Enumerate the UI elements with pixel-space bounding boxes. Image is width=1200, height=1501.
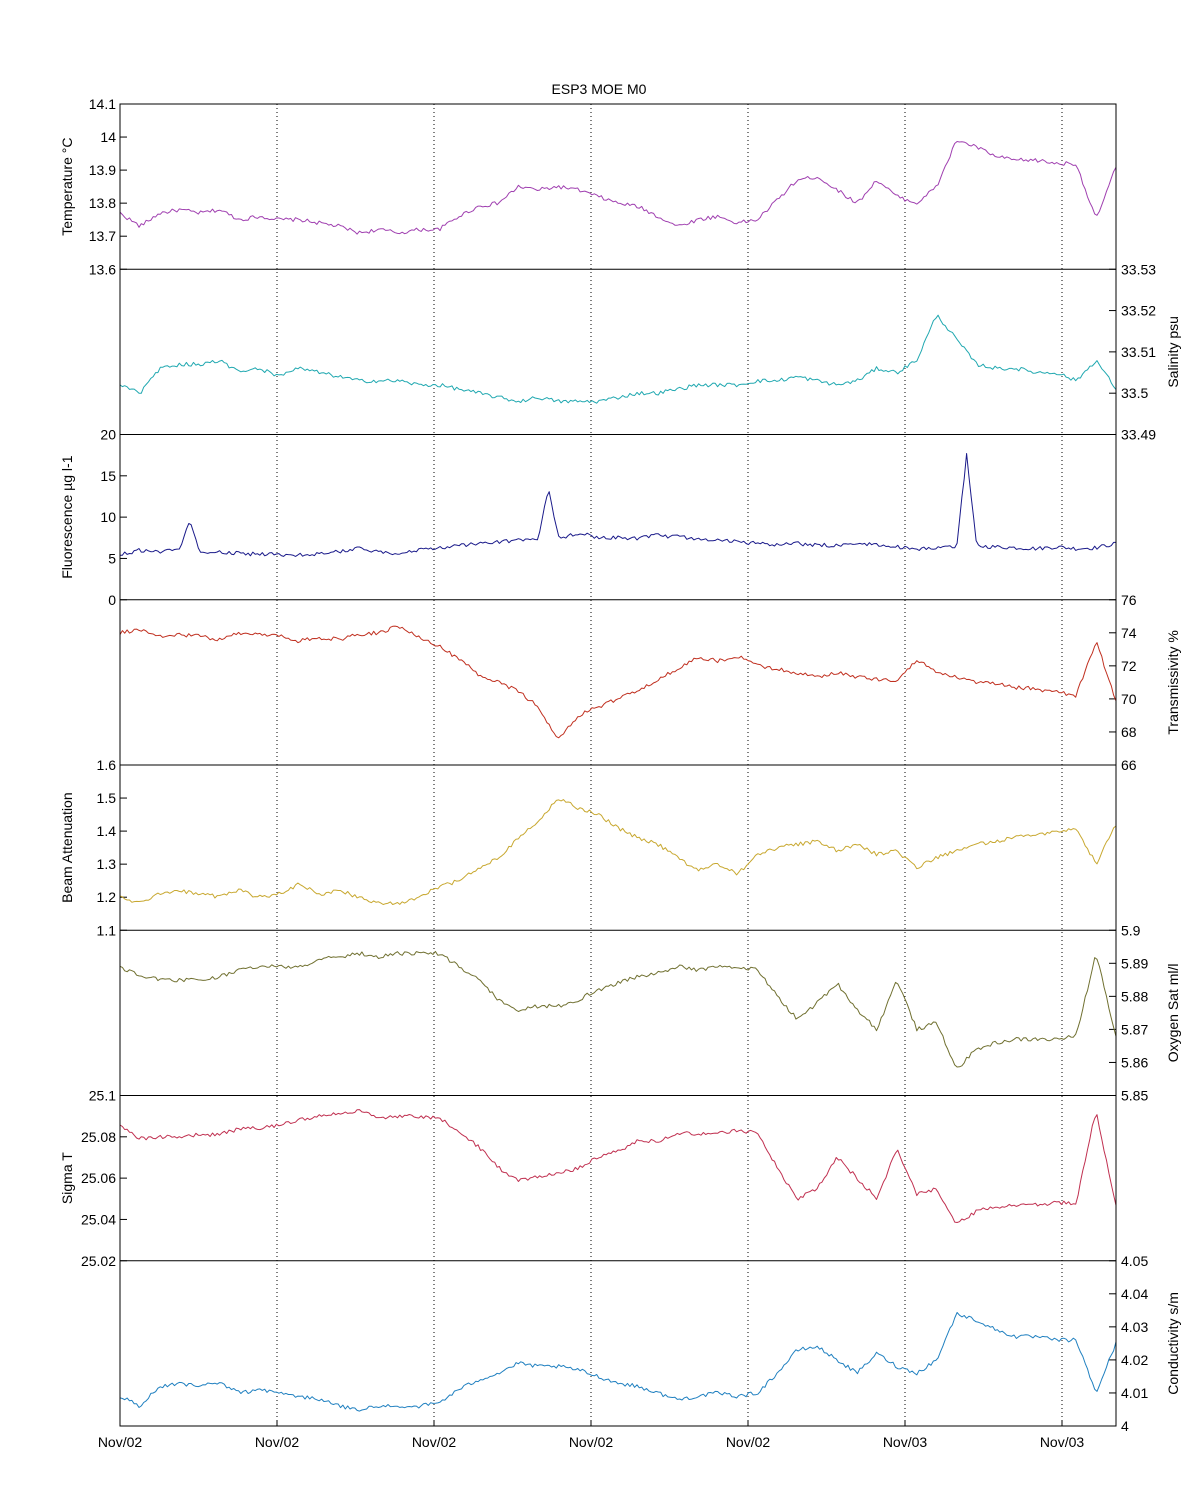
y-axis-label-fluorescence: Fluorescence µg l-1 <box>59 455 75 578</box>
panel-transmissivity: 66 68 70 72 74 76 Transmissivity % <box>119 592 1181 773</box>
y-tick-label: 1.6 <box>97 757 117 773</box>
y-tick-label: 4.01 <box>1121 1385 1148 1401</box>
y-tick-label: 72 <box>1121 658 1137 674</box>
y-tick-label: 5.89 <box>1121 955 1148 971</box>
series-line-sigma_t <box>119 1109 1117 1223</box>
plot-frame <box>119 103 1117 1427</box>
y-tick-label: 1.4 <box>97 823 117 839</box>
series-line-transmissivity <box>119 625 1117 739</box>
y-tick-label: 20 <box>100 427 116 443</box>
y-tick-label: 1.1 <box>97 922 117 938</box>
y-tick-label: 5.87 <box>1121 1021 1148 1037</box>
series-line-beam_attenuation <box>119 799 1117 905</box>
y-tick-label: 33.52 <box>1121 303 1156 319</box>
y-axis-label-conductivity: Conductivity s/m <box>1165 1292 1181 1395</box>
panel-sigma_t: 25.02 25.04 25.06 25.08 25.1 Sigma T <box>59 1088 1117 1269</box>
panel-temperature: 13.6 13.7 13.8 13.9 14 14.1 Temperature °C <box>59 96 1117 277</box>
y-tick-label: 5.88 <box>1121 988 1148 1004</box>
y-axis-label-oxygen_sat: Oxygen Sat ml/l <box>1165 963 1181 1062</box>
y-tick-label: 76 <box>1121 592 1137 608</box>
y-axis-label-sigma_t: Sigma T <box>59 1152 75 1204</box>
y-tick-label: 33.49 <box>1121 427 1156 443</box>
x-tick-label: Nov/02 <box>569 1434 614 1450</box>
y-tick-label: 0 <box>108 592 116 608</box>
series-line-fluorescence <box>120 453 1116 557</box>
x-tick-label: Nov/02 <box>726 1434 771 1450</box>
y-tick-label: 5.85 <box>1121 1088 1148 1104</box>
y-tick-label: 25.04 <box>81 1211 116 1227</box>
y-axis-label-temperature: Temperature °C <box>59 138 75 236</box>
y-tick-label: 25.06 <box>81 1170 116 1186</box>
y-tick-label: 14 <box>100 129 116 145</box>
y-tick-label: 25.02 <box>81 1253 116 1269</box>
y-tick-label: 5.9 <box>1121 922 1141 938</box>
y-tick-label: 33.51 <box>1121 344 1156 360</box>
series-line-temperature <box>119 141 1117 235</box>
y-tick-label: 1.3 <box>97 856 117 872</box>
y-tick-label: 15 <box>100 468 116 484</box>
series-line-salinity <box>119 314 1117 404</box>
y-axis-label-salinity: Salinity psu <box>1165 316 1181 388</box>
y-tick-label: 13.6 <box>89 261 116 277</box>
y-tick-label: 1.2 <box>97 889 117 905</box>
x-tick-label: Nov/03 <box>1040 1434 1085 1450</box>
y-tick-label: 5 <box>108 550 116 566</box>
y-tick-label: 33.5 <box>1121 385 1148 401</box>
y-tick-label: 13.7 <box>89 228 116 244</box>
y-tick-label: 4.05 <box>1121 1253 1148 1269</box>
panel-fluorescence: 0 5 10 15 20 Fluorescence µg l-1 <box>59 427 1116 608</box>
x-tick-label: Nov/02 <box>255 1434 300 1450</box>
y-tick-label: 1.5 <box>97 790 117 806</box>
y-tick-label: 70 <box>1121 691 1137 707</box>
y-tick-label: 68 <box>1121 724 1137 740</box>
y-tick-label: 33.53 <box>1121 261 1156 277</box>
y-tick-label: 25.1 <box>89 1088 116 1104</box>
y-tick-label: 25.08 <box>81 1129 116 1145</box>
panel-salinity: 33.49 33.5 33.51 33.52 33.53 Salinity psu <box>119 261 1181 443</box>
series-line-conductivity <box>119 1312 1117 1412</box>
series-line-oxygen_sat <box>119 950 1117 1068</box>
y-tick-label: 4 <box>1121 1418 1129 1434</box>
x-tick-label: Nov/03 <box>883 1434 928 1450</box>
y-tick-label: 66 <box>1121 757 1137 773</box>
y-axis-label-beam_attenuation: Beam Attenuation <box>59 792 75 903</box>
x-tick-label: Nov/02 <box>98 1434 143 1450</box>
panel-conductivity: 4 4.01 4.02 4.03 4.04 4.05 Conductivity s/m <box>119 1253 1181 1434</box>
y-tick-label: 74 <box>1121 625 1137 641</box>
y-tick-label: 4.03 <box>1121 1319 1148 1335</box>
y-tick-label: 4.04 <box>1121 1286 1148 1302</box>
y-axis-label-transmissivity: Transmissivity % <box>1165 630 1181 735</box>
y-tick-label: 10 <box>100 509 116 525</box>
x-tick-label: Nov/02 <box>412 1434 457 1450</box>
panel-oxygen_sat: 5.85 5.86 5.87 5.88 5.89 5.9 Oxygen Sat ml/l <box>119 922 1181 1104</box>
y-tick-label: 14.1 <box>89 96 116 112</box>
y-tick-label: 13.9 <box>89 162 116 178</box>
y-tick-label: 13.8 <box>89 195 116 211</box>
plot-area: 13.6 13.7 13.8 13.9 14 14.1 Temperature °C 33.4… <box>59 96 1181 1450</box>
y-tick-label: 5.86 <box>1121 1054 1148 1070</box>
panel-beam_attenuation: 1.1 1.2 1.3 1.4 1.5 1.6 Beam Attenuation <box>59 757 1117 938</box>
chart-title: ESP3 MOE M0 <box>552 81 647 97</box>
y-tick-label: 4.02 <box>1121 1352 1148 1368</box>
